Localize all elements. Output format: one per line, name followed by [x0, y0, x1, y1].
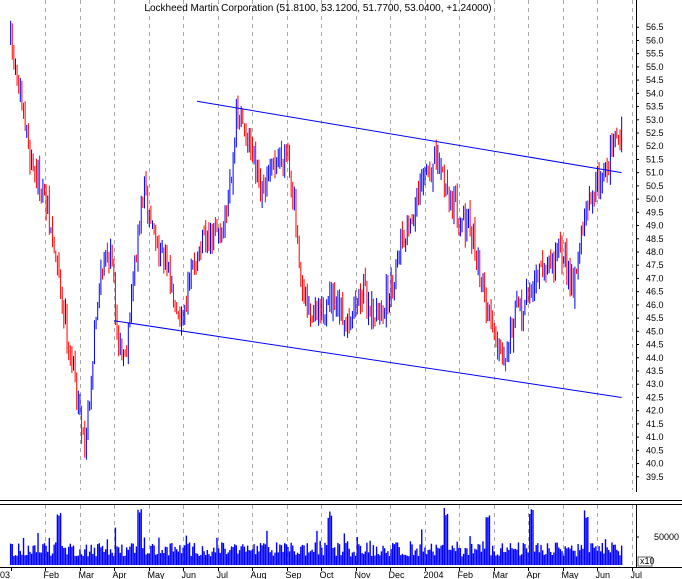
price-tick-label: 43.0	[646, 379, 664, 389]
price-tick-label: 52.0	[646, 141, 664, 151]
x-tick-label: Apr	[113, 570, 127, 579]
x-tick-label: Jun	[596, 570, 611, 579]
upper-channel-line	[196, 100, 622, 174]
x-tick-label: Jul	[217, 570, 229, 579]
price-tick-label: 51.5	[646, 154, 664, 164]
price-tick-label: 53.0	[646, 115, 664, 125]
volume-tick-label: 50000	[654, 532, 679, 542]
trend-lines	[114, 100, 622, 398]
price-tick-label: 56.5	[646, 22, 664, 32]
price-tick-label: 41.5	[646, 419, 664, 429]
volume-bars	[9, 508, 623, 565]
volume-unit-label: x10	[640, 556, 655, 566]
price-tick-label: 45.5	[646, 313, 664, 323]
x-tick-label: Aug	[251, 570, 267, 579]
price-tick-label: 46.5	[646, 287, 664, 297]
x-tick-label: May	[148, 570, 166, 579]
candles	[10, 20, 623, 460]
lower-channel-line	[114, 320, 622, 398]
price-tick-label: 40.0	[646, 459, 664, 469]
price-tick-label: 52.5	[646, 128, 664, 138]
x-tick-label: Sep	[286, 570, 302, 579]
x-tick-label: 03	[0, 570, 10, 579]
price-tick-label: 50.5	[646, 181, 664, 191]
price-tick-label: 46.0	[646, 300, 664, 310]
price-plot-area	[0, 14, 636, 490]
price-tick-label: 42.0	[646, 406, 664, 416]
x-tick-label: Jul	[631, 570, 643, 579]
chart-title: Lockheed Martin Corporation (51.8100, 53…	[144, 3, 491, 14]
price-tick-label: 44.5	[646, 340, 664, 350]
price-tick-label: 45.0	[646, 326, 664, 336]
price-tick-label: 39.5	[646, 472, 664, 482]
price-tick-label: 47.0	[646, 273, 664, 283]
x-tick-label: Dec	[389, 570, 406, 579]
x-tick-label: Feb	[458, 570, 474, 579]
price-tick-label: 54.0	[646, 88, 664, 98]
price-tick-label: 51.0	[646, 168, 664, 178]
price-tick-label: 41.0	[646, 432, 664, 442]
price-tick-label: 49.0	[646, 221, 664, 231]
price-axis-ticks: 39.5 40.0 40.5 41.0 41.5 42.0 42.5 43.0 43.5 44.0…	[636, 22, 664, 482]
price-tick-label: 47.5	[646, 260, 664, 270]
price-grid	[45, 0, 633, 490]
x-tick-label: May	[562, 570, 580, 579]
price-tick-label: 42.5	[646, 392, 664, 402]
price-tick-label: 49.5	[646, 207, 664, 217]
price-tick-label: 53.5	[646, 102, 664, 112]
price-tick-label: 54.5	[646, 75, 664, 85]
price-panel: 39.5 40.0 40.5 41.0 41.5 42.0 42.5 43.0 43.5 44.0…	[0, 0, 664, 492]
x-tick-label: Mar	[493, 570, 509, 579]
price-tick-label: 55.0	[646, 62, 664, 72]
x-tick-label: Mar	[79, 570, 95, 579]
price-tick-label: 43.5	[646, 366, 664, 376]
x-tick-label: Oct	[320, 570, 335, 579]
price-tick-label: 48.0	[646, 247, 664, 257]
price-tick-label: 50.0	[646, 194, 664, 204]
x-tick-label: Feb	[44, 570, 60, 579]
price-tick-label: 48.5	[646, 234, 664, 244]
volume-unit-box	[637, 556, 653, 567]
price-tick-label: 40.5	[646, 445, 664, 455]
x-tick-label: Apr	[527, 570, 541, 579]
price-tick-label: 56.0	[646, 35, 664, 45]
volume-panel: 50000 x10	[9, 505, 679, 567]
price-tick-label: 44.0	[646, 353, 664, 363]
x-tick-label: Jun	[182, 570, 197, 579]
x-tick-label: 2004	[424, 570, 444, 579]
x-tick-label: Nov	[355, 570, 372, 579]
price-tick-label: 55.5	[646, 49, 664, 59]
volume-axis-ticks: 50000 x10	[636, 532, 679, 567]
x-axis-labels: 03 Feb Mar Apr May Jun Jul Aug Sep Oct Nov Dec 2004 F…	[0, 567, 642, 579]
